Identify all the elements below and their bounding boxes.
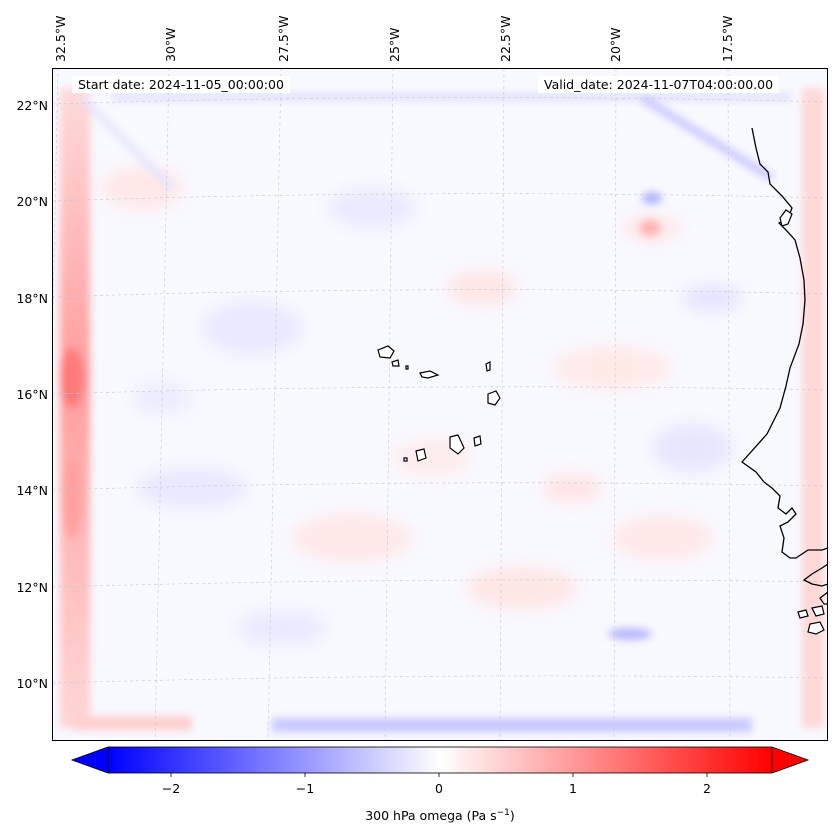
omega-map xyxy=(52,68,828,741)
lat-label-12n: 12°N xyxy=(16,580,48,595)
colorbar-gradient xyxy=(107,746,773,774)
african-coastline xyxy=(741,127,828,559)
lon-label-17-5w: 17.5°W xyxy=(720,15,735,62)
colorbar-label-close: ) xyxy=(509,808,515,824)
lat-label-22n: 22°N xyxy=(16,98,48,113)
lat-label-20n: 20°N xyxy=(16,194,48,209)
coastline-lower xyxy=(819,591,828,605)
valid-date-label: Valid_date: 2024-11-07T04:00:00.00 xyxy=(538,76,780,93)
lat-label-18n: 18°N xyxy=(16,291,48,306)
colorbar-label-text: 300 hPa omega (Pa s xyxy=(365,808,497,824)
coastline-north-bay xyxy=(779,209,793,227)
lon-label-27-5w: 27.5°W xyxy=(276,15,291,62)
field-texture xyxy=(102,166,742,646)
colorbar-extend-min xyxy=(70,746,109,774)
lat-label-10n: 10°N xyxy=(16,676,48,691)
colorbar-label: 300 hPa omega (Pa s−1) xyxy=(0,808,837,823)
bijagos-islands xyxy=(797,605,825,635)
colorbar-label-exponent: −1 xyxy=(496,808,510,818)
start-date-label: Start date: 2024-11-05_00:00:00 xyxy=(72,76,290,93)
colorbar-tick-marks xyxy=(170,773,708,777)
lon-label-25w: 25°W xyxy=(387,27,402,62)
lon-label-20w: 20°W xyxy=(608,27,623,62)
boundary-artifacts xyxy=(60,88,824,732)
colorbar xyxy=(70,746,810,777)
lon-label-32-5w: 32.5°W xyxy=(53,15,68,62)
map-frame xyxy=(52,68,828,741)
colorbar-tick-2: 2 xyxy=(703,781,711,796)
colorbar-tick-0: 0 xyxy=(435,781,443,796)
lat-label-16n: 16°N xyxy=(16,387,48,402)
cape-verde-islands xyxy=(377,345,501,462)
coastline-south xyxy=(802,563,828,587)
colorbar-tick-minus-2: −2 xyxy=(161,781,181,796)
lat-label-14n: 14°N xyxy=(16,483,48,498)
colorbar-tick-minus-1: −1 xyxy=(295,781,315,796)
colorbar-extend-max xyxy=(771,746,810,774)
lon-label-30w: 30°W xyxy=(163,27,178,62)
colorbar-tick-1: 1 xyxy=(569,781,577,796)
gridlines xyxy=(52,68,828,741)
lon-label-22-5w: 22.5°W xyxy=(498,15,513,62)
